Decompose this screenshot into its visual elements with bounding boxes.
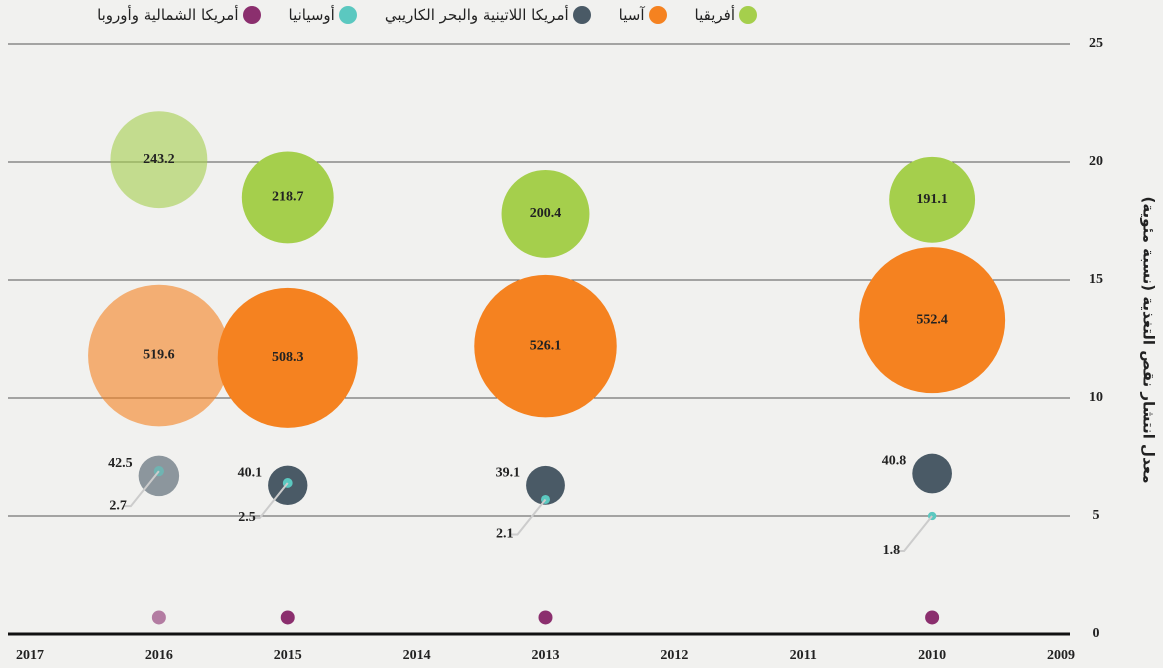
y-tick-label: 0 bbox=[1093, 626, 1100, 641]
x-tick-label: 2013 bbox=[532, 648, 560, 663]
leader-line bbox=[509, 498, 547, 536]
data-label: 2.7 bbox=[109, 498, 127, 513]
legend-swatch bbox=[739, 6, 757, 24]
x-tick-label: 2009 bbox=[1047, 648, 1075, 663]
x-tick-label: 2015 bbox=[274, 648, 302, 663]
data-label: 218.7 bbox=[272, 190, 304, 205]
data-label: 39.1 bbox=[496, 466, 521, 481]
legend-label: أمريكا اللاتينية والبحر الكاريبي bbox=[384, 6, 569, 24]
bubble bbox=[474, 274, 617, 418]
bubble bbox=[501, 169, 590, 258]
data-label: 552.4 bbox=[916, 312, 948, 327]
data-label: 243.2 bbox=[143, 152, 175, 167]
data-label: 191.1 bbox=[916, 192, 948, 207]
y-axis-title: معدل انتشار نقص التغذية (نسبة مئوية) bbox=[1140, 197, 1158, 484]
y-tick-label: 15 bbox=[1089, 272, 1103, 287]
y-tick-label: 5 bbox=[1093, 508, 1100, 523]
data-label: 508.3 bbox=[272, 350, 304, 365]
leader-line bbox=[122, 470, 160, 508]
x-tick-label: 2012 bbox=[660, 648, 688, 663]
legend-swatch bbox=[572, 6, 591, 24]
bubble bbox=[526, 465, 565, 505]
y-tick-label: 20 bbox=[1089, 154, 1103, 169]
x-tick-label: 2010 bbox=[918, 648, 946, 663]
bubble bbox=[912, 453, 952, 494]
bubble bbox=[859, 247, 1006, 394]
legend-item: آسيا bbox=[619, 6, 667, 24]
data-label: 42.5 bbox=[108, 456, 133, 471]
data-label: 519.6 bbox=[143, 348, 175, 363]
data-label: 526.1 bbox=[530, 338, 562, 353]
bubble bbox=[217, 287, 358, 428]
bubble bbox=[88, 284, 230, 427]
bubble bbox=[538, 610, 553, 625]
legend-swatch bbox=[338, 6, 357, 24]
data-label: 40.1 bbox=[238, 466, 263, 481]
data-label: 2.5 bbox=[238, 510, 256, 525]
bubble bbox=[151, 610, 166, 625]
legend-item: أوسيانيا bbox=[289, 6, 357, 24]
leader-line bbox=[896, 515, 933, 552]
legend-label: آسيا bbox=[618, 6, 645, 24]
legend: أفريقيا آسيا أمريكا اللاتينية والبحر الكار… bbox=[97, 6, 757, 24]
x-tick-label: 2011 bbox=[790, 648, 817, 663]
y-tick-label: 25 bbox=[1089, 36, 1103, 51]
legend-swatch bbox=[648, 6, 667, 24]
legend-item: أمريكا اللاتينية والبحر الكاريبي bbox=[385, 6, 591, 24]
legend-item: أفريقيا bbox=[695, 6, 757, 24]
data-label: 1.8 bbox=[883, 543, 901, 558]
bubble bbox=[889, 156, 976, 243]
leader-line bbox=[251, 482, 289, 519]
legend-swatch bbox=[242, 6, 261, 24]
y-tick-label: 10 bbox=[1089, 390, 1103, 405]
legend-label: أوسيانيا bbox=[288, 6, 335, 24]
bubble bbox=[110, 111, 208, 209]
bubble bbox=[241, 151, 334, 244]
data-label: 40.8 bbox=[882, 454, 907, 469]
x-tick-label: 2017 bbox=[16, 648, 44, 663]
data-label: 200.4 bbox=[530, 206, 562, 221]
legend-label: أمريكا الشمالية وأوروبا bbox=[97, 6, 239, 24]
x-tick-label: 2014 bbox=[403, 648, 431, 663]
legend-item: أمريكا الشمالية وأوروبا bbox=[97, 6, 261, 24]
legend-label: أفريقيا bbox=[694, 6, 735, 24]
bubble bbox=[280, 610, 295, 625]
bubble bbox=[925, 610, 940, 625]
data-label: 2.1 bbox=[496, 527, 514, 542]
x-tick-label: 2016 bbox=[145, 648, 173, 663]
